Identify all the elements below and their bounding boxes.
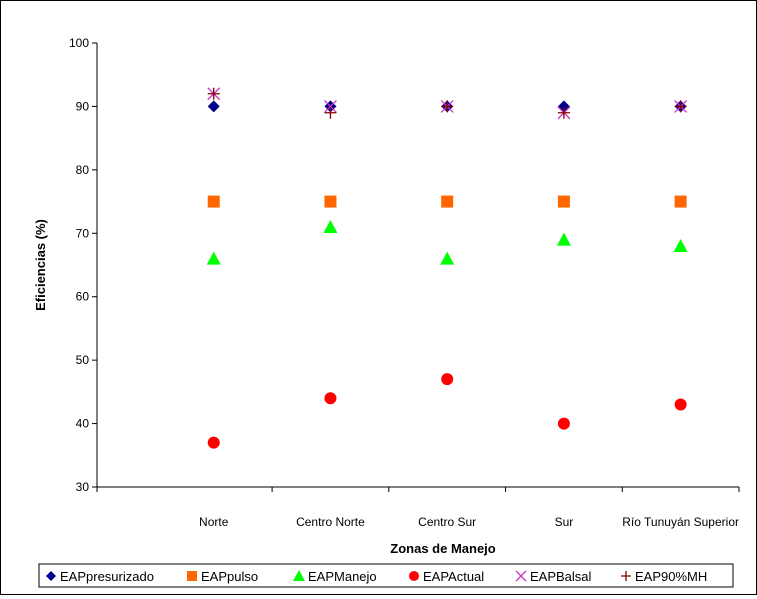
y-tick-label: 30 xyxy=(76,480,90,494)
point-eapactual xyxy=(674,398,687,411)
x-tick-label: Río Tunuyán Superior xyxy=(622,515,739,529)
point-eap90-mh xyxy=(557,106,570,119)
legend-marker-eappresurizado xyxy=(46,571,56,581)
y-tick-label: 90 xyxy=(76,99,90,113)
point-eap90-mh xyxy=(207,87,220,100)
point-eappulso xyxy=(441,195,454,208)
legend-marker-eapbalsal xyxy=(515,570,527,582)
legend-label-eapbalsal: EAPBalsal xyxy=(530,569,592,584)
point-eapmanejo xyxy=(440,251,455,265)
axes xyxy=(96,43,739,488)
point-eapmanejo xyxy=(673,238,688,252)
legend-label-eapactual: EAPActual xyxy=(423,569,484,584)
x-ticks: Norte Centro Norte Centro Sur Sur Río Tunuyá… xyxy=(96,487,740,529)
legend-box xyxy=(38,563,734,588)
legend-label-eappulso: EAPpulso xyxy=(201,569,258,584)
point-eappulso xyxy=(207,195,220,208)
point-eap90-mh xyxy=(324,106,337,119)
point-eapactual xyxy=(441,373,454,386)
x-tick-label: Centro Norte xyxy=(296,515,365,529)
point-eap90-mh xyxy=(441,100,454,113)
y-axis-title: Eficiencias (%) xyxy=(33,219,48,311)
legend: EAPpresurizado EAPpulso EAPManejo EAPActual… xyxy=(46,569,707,584)
legend-label-eap90-mh: EAP90%MH xyxy=(635,569,707,584)
point-eapactual xyxy=(207,436,220,449)
point-eapbalsal xyxy=(323,99,337,113)
y-tick-label: 60 xyxy=(76,290,90,304)
legend-marker-eapmanejo xyxy=(293,570,305,581)
point-eappresurizado xyxy=(207,100,220,113)
point-eapactual xyxy=(557,417,570,430)
point-eapmanejo xyxy=(556,232,571,246)
x-tick-label: Centro Sur xyxy=(418,515,476,529)
point-eapmanejo xyxy=(206,251,221,265)
point-eappulso xyxy=(557,195,570,208)
y-tick-label: 80 xyxy=(76,163,90,177)
point-eapactual xyxy=(324,392,337,405)
data-points xyxy=(206,87,688,449)
legend-label-eapmanejo: EAPManejo xyxy=(308,569,377,584)
y-ticks: 30 40 50 60 70 80 90 100 xyxy=(69,36,97,494)
point-eapmanejo xyxy=(323,219,338,233)
point-eap90-mh xyxy=(674,100,687,113)
point-eappulso xyxy=(674,195,687,208)
x-tick-label: Norte xyxy=(199,515,229,529)
legend-marker-eap90-mh xyxy=(621,571,631,581)
x-tick-label: Sur xyxy=(555,515,574,529)
x-axis-title: Zonas de Manejo xyxy=(390,541,496,556)
point-eappulso xyxy=(324,195,337,208)
legend-marker-eapactual xyxy=(409,571,419,581)
legend-marker-eappulso xyxy=(187,571,197,581)
y-tick-label: 50 xyxy=(76,353,90,367)
y-tick-label: 100 xyxy=(69,36,89,50)
y-tick-label: 40 xyxy=(76,417,90,431)
legend-label-eappresurizado: EAPpresurizado xyxy=(60,569,154,584)
y-tick-label: 70 xyxy=(76,226,90,240)
